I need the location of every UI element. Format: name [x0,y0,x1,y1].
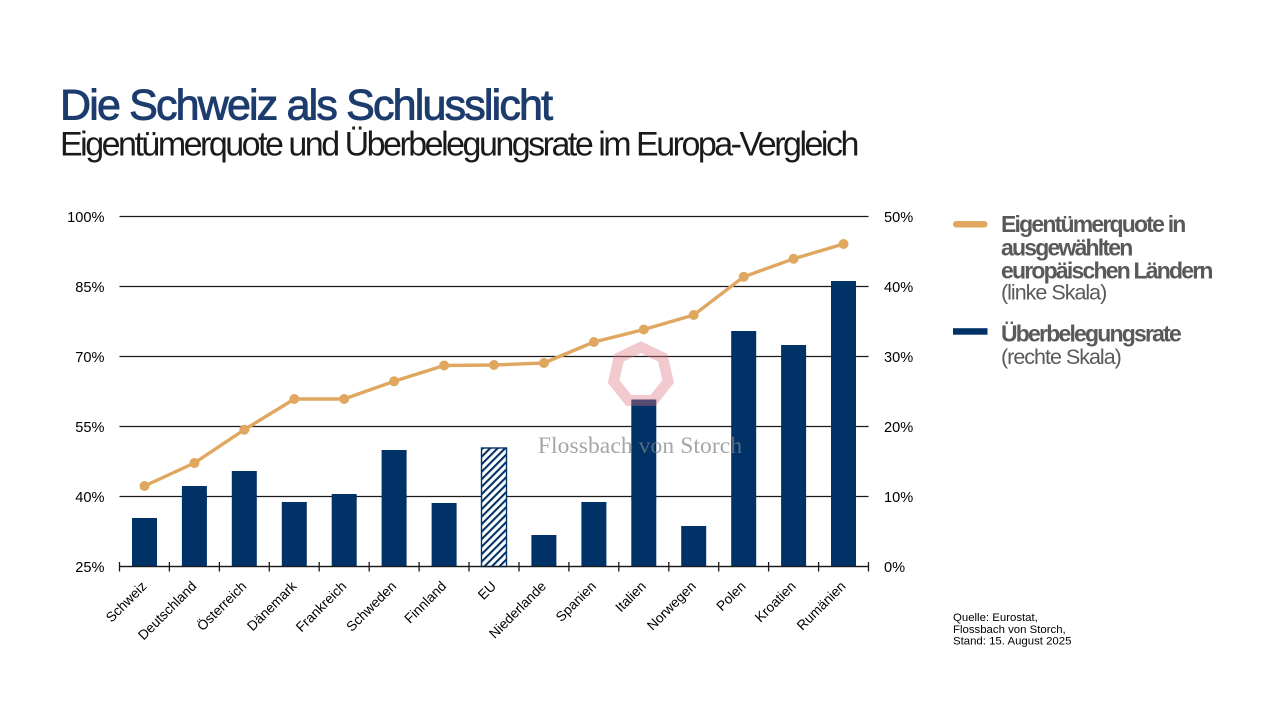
svg-text:55%: 55% [75,420,104,436]
svg-text:Flossbach von Storch,: Flossbach von Storch, [953,624,1066,636]
svg-text:100%: 100% [67,210,104,226]
svg-text:40%: 40% [75,490,104,506]
svg-text:0%: 0% [884,560,905,576]
svg-text:Überbelegungsrate: Überbelegungsrate [1001,321,1181,347]
svg-text:Eigentümerquote und Überbelegu: Eigentümerquote und Überbelegungsrate im… [60,125,857,163]
svg-text:85%: 85% [75,280,104,296]
svg-text:Quelle: Eurostat,: Quelle: Eurostat, [953,612,1038,624]
svg-text:Flossbach von Storch: Flossbach von Storch [538,433,743,459]
svg-text:30%: 30% [884,350,913,366]
svg-text:Eigentümerquote in: Eigentümerquote in [1001,211,1185,237]
svg-text:70%: 70% [75,350,104,366]
svg-text:ausgewählten: ausgewählten [1001,234,1132,260]
svg-text:europäischen Ländern: europäischen Ländern [1001,258,1212,284]
svg-text:(rechte Skala): (rechte Skala) [1001,345,1121,369]
svg-text:Die Schweiz als Schlusslicht: Die Schweiz als Schlusslicht [60,82,553,130]
svg-text:Stand: 15. August 2025: Stand: 15. August 2025 [953,635,1071,647]
svg-text:40%: 40% [884,280,913,296]
svg-text:10%: 10% [884,490,913,506]
svg-text:20%: 20% [884,420,913,436]
svg-text:50%: 50% [884,210,913,226]
svg-text:(linke Skala): (linke Skala) [1001,281,1106,305]
svg-text:25%: 25% [75,560,104,576]
